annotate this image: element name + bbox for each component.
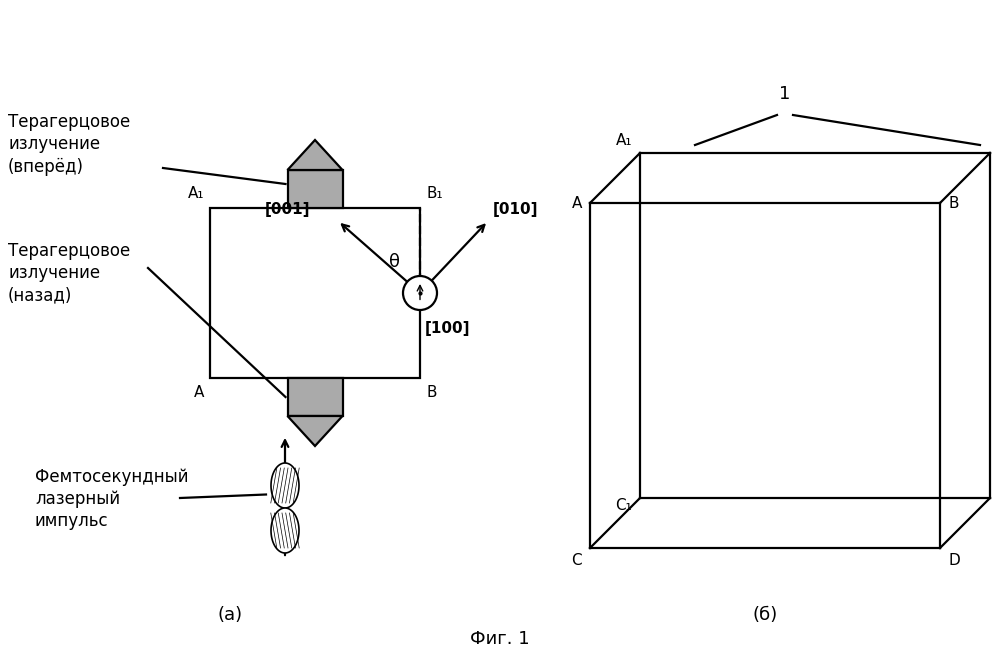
Text: A: A (572, 195, 582, 211)
Text: D₁: D₁ (998, 498, 1000, 513)
Text: Терагерцовое
излучение
(назад): Терагерцовое излучение (назад) (8, 241, 130, 304)
Text: Фемтосекундный
лазерный
импульс: Фемтосекундный лазерный импульс (35, 468, 188, 530)
Polygon shape (271, 463, 299, 508)
Text: 1: 1 (779, 85, 791, 103)
Polygon shape (288, 416, 342, 446)
Text: B: B (426, 385, 436, 400)
Circle shape (403, 276, 437, 310)
Polygon shape (271, 508, 299, 553)
Text: (б): (б) (752, 606, 778, 624)
Polygon shape (288, 378, 342, 416)
Text: C₁: C₁ (615, 498, 632, 513)
Polygon shape (288, 140, 342, 170)
Text: A: A (194, 385, 204, 400)
Text: D: D (948, 553, 960, 568)
Text: [100]: [100] (425, 321, 471, 336)
Text: (а): (а) (217, 606, 243, 624)
Text: Терагерцовое
излучение
(вперёд): Терагерцовое излучение (вперёд) (8, 113, 130, 176)
Text: B₁: B₁ (998, 133, 1000, 148)
Text: C: C (571, 553, 582, 568)
Text: A₁: A₁ (616, 133, 632, 148)
Text: A₁: A₁ (188, 186, 204, 201)
Text: [001]: [001] (265, 202, 310, 217)
Text: Фиг. 1: Фиг. 1 (470, 630, 530, 648)
Text: θ: θ (390, 253, 400, 271)
Polygon shape (288, 170, 342, 208)
Text: [010]: [010] (493, 202, 538, 217)
Text: B₁: B₁ (426, 186, 443, 201)
Text: B: B (948, 195, 958, 211)
